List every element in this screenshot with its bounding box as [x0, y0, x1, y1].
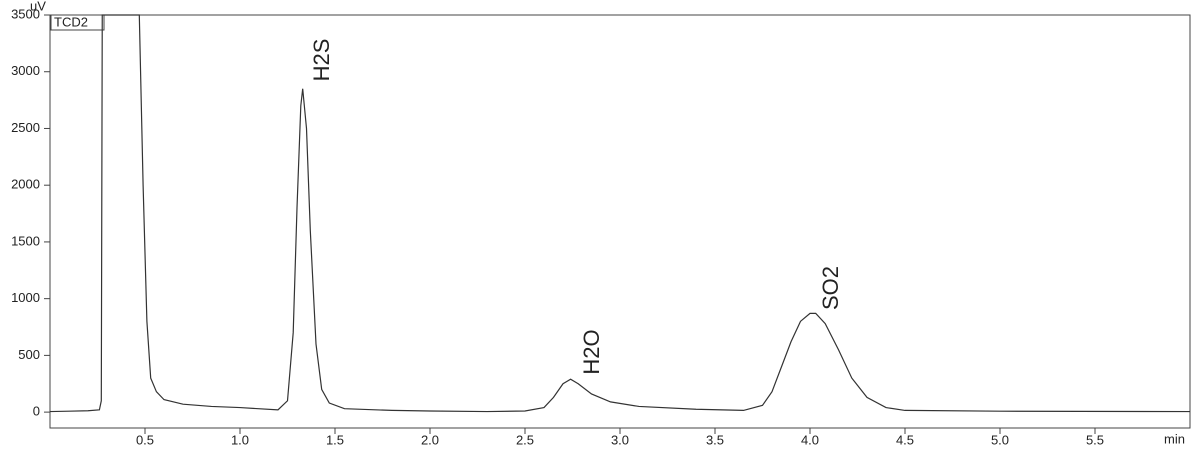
- x-tick-label: 1.5: [326, 432, 344, 447]
- y-tick-label: 2500: [11, 120, 40, 135]
- peak-label: H2O: [579, 329, 604, 374]
- x-tick-label: 1.0: [231, 432, 249, 447]
- y-tick-label: 3500: [11, 6, 40, 21]
- y-tick-label: 500: [18, 347, 40, 362]
- x-tick-label: 2.5: [516, 432, 534, 447]
- y-axis-label: uV: [30, 0, 46, 13]
- x-tick-label: 0.5: [136, 432, 154, 447]
- x-tick-label: 2.0: [421, 432, 439, 447]
- x-tick-label: 3.0: [611, 432, 629, 447]
- y-tick-label: 1000: [11, 290, 40, 305]
- y-tick-label: 1500: [11, 233, 40, 248]
- x-tick-label: 5.5: [1086, 432, 1104, 447]
- x-axis-label: min: [1164, 431, 1185, 446]
- y-tick-label: 0: [33, 404, 40, 419]
- x-tick-label: 4.5: [896, 432, 914, 447]
- y-tick-label: 3000: [11, 63, 40, 78]
- x-tick-label: 5.0: [991, 432, 1009, 447]
- y-tick-label: 2000: [11, 177, 40, 192]
- trace: [49, 14, 1191, 413]
- peak-label: SO2: [818, 266, 843, 310]
- plot-frame: [49, 14, 1191, 429]
- detector-label: TCD2: [54, 14, 88, 29]
- peak-label: H2S: [309, 39, 334, 82]
- detector-box: [50, 14, 105, 31]
- x-tick-label: 3.5: [706, 432, 724, 447]
- x-tick-label: 4.0: [801, 432, 819, 447]
